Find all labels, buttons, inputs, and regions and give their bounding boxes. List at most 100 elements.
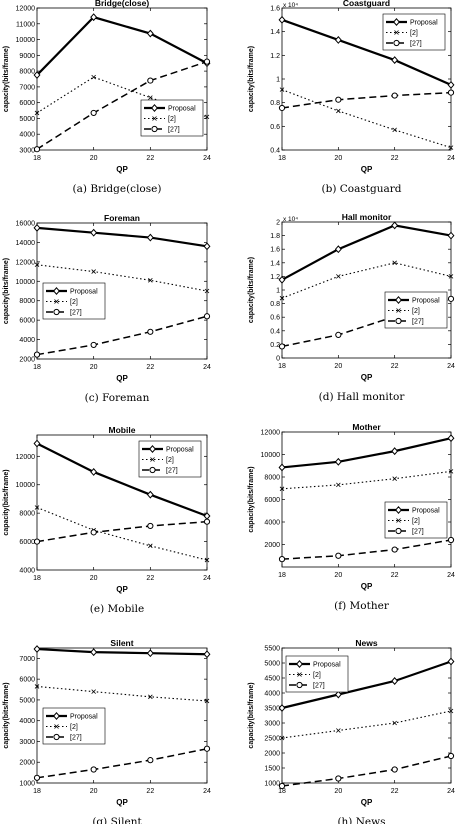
series-line [281, 710, 452, 739]
x-axis-label: QP [116, 585, 128, 594]
x-tick-label: 22 [146, 575, 154, 582]
data-point-circle [147, 77, 154, 84]
legend-box [384, 291, 448, 329]
data-point-x-stroke [279, 295, 285, 301]
y-axis-label: capacity(bits/frame) [248, 46, 255, 112]
x-axis-label: QP [361, 582, 373, 591]
y-axis-label: capacity(bits/frame) [3, 682, 10, 748]
data-point-x [148, 694, 153, 700]
data-point-x [204, 288, 210, 294]
legend: Proposal [2] [27] [384, 291, 448, 329]
legend-label: [2] [412, 308, 420, 315]
data-point-x [34, 262, 40, 268]
data-point-x [34, 110, 40, 116]
data-point-x [148, 95, 153, 100]
data-point-diamond [90, 228, 98, 237]
data-point-circle [149, 466, 156, 474]
data-point-circle [151, 125, 158, 133]
panel-caption: (b) Coastguard [322, 183, 402, 195]
data-point-x [148, 278, 153, 283]
x-tick-label: 20 [90, 364, 98, 371]
data-point-x-stroke [448, 274, 454, 279]
legend-label: [2] [410, 30, 418, 37]
y-tick-label: 2000 [264, 542, 280, 549]
y-tick-label: 10000 [16, 482, 36, 489]
y-axis-label: capacity(bits/frame) [248, 257, 255, 323]
x-tick-label: 18 [33, 155, 41, 162]
legend-box [285, 655, 349, 693]
legend: Proposal [2] [27] [42, 707, 106, 745]
data-point-circle [395, 527, 402, 535]
data-point-x [148, 543, 153, 549]
x-axis-label: QP [361, 373, 373, 382]
x-tick-label: 22 [146, 788, 154, 795]
x-tick-label: 24 [203, 364, 211, 371]
y-tick-label: 1000 [19, 781, 35, 788]
data-point-diamond [278, 704, 286, 712]
y-tick-label: 1000 [264, 781, 280, 788]
series-line [36, 442, 208, 518]
legend-label: Proposal [70, 714, 98, 721]
x-tick-label: 18 [33, 575, 41, 582]
y-tick-label: 6000 [19, 100, 35, 107]
chart-title: Bridge(close) [95, 0, 149, 8]
data-point-x-stroke [396, 308, 401, 313]
data-point-circle [33, 538, 41, 545]
data-point-circle [391, 766, 398, 773]
x-tick-label: 20 [334, 363, 342, 370]
data-point-x-stroke [392, 260, 397, 266]
data-point-diamond [447, 231, 455, 240]
legend-box [42, 707, 106, 745]
legend-label: [2] [70, 299, 78, 306]
y-tick-label: 1.2 [270, 53, 280, 60]
x-tick-label: 24 [203, 788, 211, 795]
legend: Proposal [2] [27] [384, 501, 448, 539]
data-point-diamond [203, 650, 211, 659]
y-tick-label: 2 [276, 220, 280, 227]
chart-title: Mobile [109, 425, 136, 435]
data-point-x [448, 274, 454, 279]
legend-box [42, 282, 106, 320]
data-point-diamond [334, 245, 342, 254]
y-tick-label: 5500 [264, 646, 280, 653]
chart-title: Silent [110, 638, 133, 648]
y-tick-label: 4500 [264, 676, 280, 683]
x-tick-label: 20 [90, 788, 98, 795]
data-point-x [448, 708, 454, 714]
y-tick-label: 4000 [19, 337, 35, 344]
data-point-x [336, 482, 341, 488]
y-tick-label: 3000 [19, 148, 35, 155]
data-point-diamond [33, 439, 41, 448]
data-point-circle [90, 529, 97, 536]
data-point-x [336, 274, 341, 279]
y-tick-label: 6000 [19, 539, 35, 546]
legend: Proposal [2] [27] [42, 282, 106, 320]
data-point-x-stroke [204, 114, 210, 120]
data-point-x-stroke [91, 689, 96, 694]
y-tick-label: 7000 [19, 84, 35, 91]
data-point-x [279, 295, 285, 301]
data-point-x-stroke [54, 299, 59, 304]
data-point-x [279, 735, 285, 741]
data-point-x-stroke [54, 724, 59, 729]
legend-label: [2] [166, 457, 174, 464]
y-tick-label: 12000 [16, 6, 36, 13]
legend-box [384, 501, 448, 539]
panel-caption: (f) Mother [334, 600, 390, 612]
y-tick-label: 10000 [261, 452, 281, 459]
axis-exponent: x 10⁴ [283, 216, 298, 223]
legend-label: Proposal [412, 508, 440, 515]
legend-box [138, 440, 202, 478]
x-tick-label: 18 [278, 788, 286, 795]
y-tick-label: 0 [276, 356, 280, 363]
y-tick-label: 6000 [19, 677, 35, 684]
data-point-circle [447, 295, 455, 302]
panel-caption: (e) Mobile [90, 603, 144, 615]
data-point-x-stroke [204, 557, 210, 563]
series-line [36, 520, 208, 543]
data-point-x [54, 299, 59, 304]
data-point-circle [90, 766, 97, 773]
data-point-circle [335, 96, 342, 103]
y-tick-label: 7000 [19, 656, 35, 663]
series-line [36, 506, 208, 561]
